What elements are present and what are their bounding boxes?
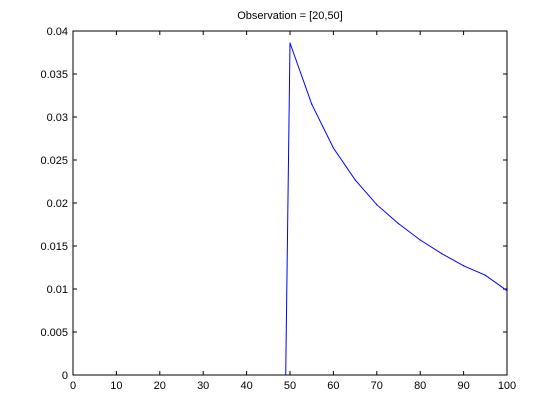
x-tick-label: 10 <box>110 380 122 392</box>
x-tick-label: 70 <box>371 380 383 392</box>
y-tick-label: 0.035 <box>40 69 68 81</box>
chart-title: Observation = [20,50] <box>237 10 342 22</box>
x-tick-label: 60 <box>327 380 339 392</box>
data-point <box>441 253 443 255</box>
y-tick-label: 0.015 <box>40 241 68 253</box>
y-tick-label: 0.025 <box>40 155 68 167</box>
plot-frame <box>72 30 508 376</box>
data-point <box>484 274 486 276</box>
data-point <box>285 374 287 376</box>
data-point <box>311 103 313 105</box>
data-point <box>332 147 334 149</box>
y-tick-label: 0.02 <box>47 198 68 210</box>
data-point <box>289 42 291 44</box>
data-point <box>397 223 400 225</box>
series-line <box>285 42 508 376</box>
x-tick-label: 20 <box>154 380 166 392</box>
data-point <box>354 179 356 181</box>
data-point <box>506 290 508 292</box>
y-tick-label: 0.01 <box>47 284 68 296</box>
series-group <box>285 42 508 376</box>
y-tick-label: 0.005 <box>40 327 68 339</box>
x-tick-label: 30 <box>197 380 209 392</box>
x-tick-label: 50 <box>284 380 296 392</box>
y-tick-label: 0 <box>62 370 68 382</box>
y-tick-label: 0.04 <box>47 26 68 38</box>
data-point <box>419 239 421 241</box>
axis-ticks: 0 10 20 30 40 50 60 70 80 90 100 0 0.005 0.01 0.015 0.0… <box>40 26 516 392</box>
x-tick-label: 0 <box>70 380 76 392</box>
y-tick-label: 0.03 <box>47 112 68 124</box>
x-tick-label: 100 <box>498 380 516 392</box>
x-tick-label: 90 <box>457 380 469 392</box>
data-point <box>463 265 465 267</box>
data-point <box>376 204 378 206</box>
x-tick-label: 40 <box>240 380 252 392</box>
x-tick-label: 80 <box>414 380 426 392</box>
